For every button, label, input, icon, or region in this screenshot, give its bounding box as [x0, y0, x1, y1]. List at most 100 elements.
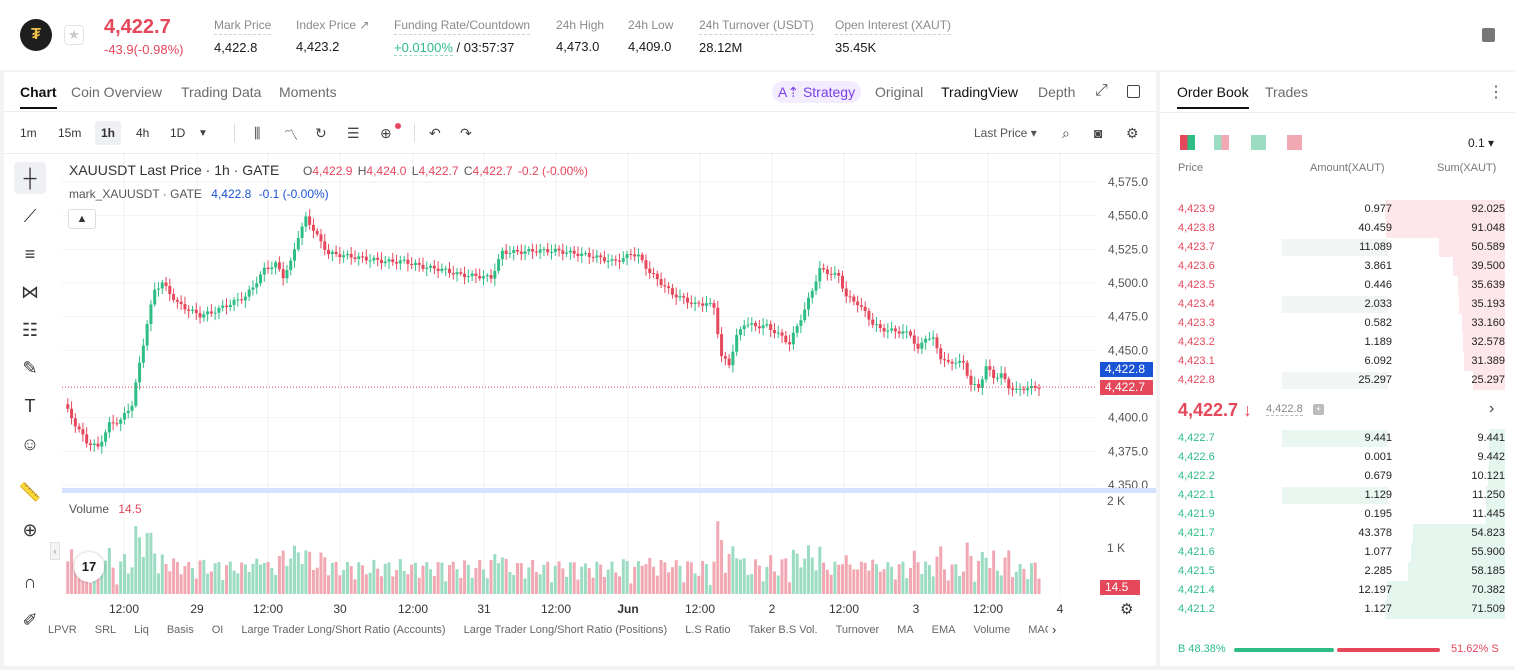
tf-1h[interactable]: 1h [95, 121, 122, 145]
index-price-stat[interactable]: Index Price ↗ 4,423.2 [296, 18, 369, 54]
mark-price-stat[interactable]: Mark Price 4,422.8 [214, 18, 272, 55]
view-depth[interactable]: Depth [1038, 84, 1076, 100]
ask-row[interactable]: 4,422.8 25.297 25.297 [1170, 371, 1505, 390]
ask-row[interactable]: 4,423.2 1.189 32.578 [1170, 333, 1505, 352]
indicator-next-icon[interactable]: › [1048, 622, 1061, 637]
add-indicator-icon[interactable]: ⊕ [380, 125, 392, 141]
camera-icon[interactable]: ◙ [1094, 125, 1103, 141]
candle-type-icon[interactable]: ⫼ [254, 125, 261, 141]
zoom-in-icon[interactable]: ⊕ [22, 520, 38, 540]
bid-row[interactable]: 4,421.9 0.195 11.445 [1170, 505, 1505, 524]
redo-icon[interactable]: ↷ [460, 125, 472, 141]
more-icon[interactable]: ⋮ [1488, 84, 1504, 101]
candle-body [927, 338, 931, 340]
trendline-icon[interactable]: ⟋ [23, 206, 37, 226]
bid-row[interactable]: 4,421.2 1.127 71.509 [1170, 600, 1505, 619]
ask-row[interactable]: 4,423.1 6.092 31.389 [1170, 352, 1505, 371]
bid-row[interactable]: 4,422.2 0.679 10.121 [1170, 467, 1505, 486]
ask-amount: 11.089 [1359, 241, 1392, 253]
indicator-item[interactable]: Large Trader Long/Short Ratio (Positions… [463, 624, 668, 636]
crosshair-icon[interactable]: ┼ [14, 162, 46, 194]
pattern-icon[interactable]: ⋈ [21, 282, 39, 302]
ask-row[interactable]: 4,423.8 40.459 91.048 [1170, 219, 1505, 238]
indicator-item[interactable]: Liq [134, 624, 149, 636]
indicator-item[interactable]: Taker B.S Vol. [748, 624, 818, 636]
strategy-button[interactable]: A⇡ Strategy [772, 81, 862, 103]
bid-row[interactable]: 4,422.6 0.001 9.442 [1170, 448, 1505, 467]
indicator-item[interactable]: MA [897, 624, 914, 636]
indicator-item[interactable]: Large Trader Long/Short Ratio (Accounts) [241, 624, 446, 636]
fullscreen-icon[interactable]: ⤢ [1095, 82, 1108, 99]
search-icon[interactable]: ⌕ [1062, 125, 1070, 141]
fib-icon[interactable]: ☷ [21, 320, 39, 340]
indicators-icon[interactable]: 〽 [284, 127, 298, 143]
emoji-icon[interactable]: ☺ [20, 434, 40, 454]
ask-row[interactable]: 4,423.4 2.033 35.193 [1170, 295, 1505, 314]
view-original[interactable]: Original [875, 84, 924, 100]
volume-bar [878, 571, 882, 594]
tf-1m[interactable]: 1m [20, 126, 37, 140]
book-both-icon[interactable] [1180, 135, 1195, 150]
tab-trades[interactable]: Trades [1265, 84, 1309, 100]
indicator-item[interactable]: Volume [973, 624, 1011, 636]
book-bids-icon[interactable] [1251, 135, 1266, 150]
indicator-item[interactable]: SRL [94, 624, 117, 636]
volume-bar [803, 558, 807, 594]
bid-row[interactable]: 4,422.1 1.129 11.250 [1170, 486, 1505, 505]
volume-bar [720, 540, 724, 594]
ask-row[interactable]: 4,423.5 0.446 35.639 [1170, 276, 1505, 295]
ruler-icon[interactable]: 📏 [18, 482, 42, 502]
indicator-item[interactable]: OI [211, 624, 224, 636]
indicator-item[interactable]: LPVR [48, 624, 77, 636]
chevron-right-icon[interactable]: › [1489, 400, 1495, 417]
ask-row[interactable]: 4,423.9 0.977 92.025 [1170, 200, 1505, 219]
bid-row[interactable]: 4,421.7 43.378 54.823 [1170, 524, 1505, 543]
tf-4h[interactable]: 4h [136, 126, 150, 140]
tab-trading-data[interactable]: Trading Data [181, 84, 262, 100]
book-mixed-icon[interactable] [1214, 135, 1229, 150]
tab-moments[interactable]: Moments [279, 84, 337, 100]
tf-1d[interactable]: 1D [170, 126, 186, 140]
window-icon[interactable] [1127, 85, 1140, 98]
settings-list-icon[interactable]: ☰ [347, 125, 360, 141]
bid-row[interactable]: 4,421.4 12.197 70.382 [1170, 581, 1505, 600]
volume-bar [251, 563, 255, 594]
gear-icon[interactable]: ⚙ [1126, 125, 1139, 141]
brush-icon[interactable]: ✎ [22, 358, 38, 378]
chart-settings-icon[interactable]: ⚙ [1120, 601, 1134, 618]
ask-amount: 1.189 [1364, 336, 1392, 348]
chevron-down-icon[interactable]: ▼ [198, 128, 208, 139]
bid-row[interactable]: 4,421.5 2.285 58.185 [1170, 562, 1505, 581]
bid-row[interactable]: 4,422.7 9.441 9.441 [1170, 429, 1505, 448]
ask-row[interactable]: 4,423.7 11.089 50.589 [1170, 238, 1505, 257]
tab-coin-overview[interactable]: Coin Overview [71, 84, 163, 100]
book-icon[interactable] [1482, 28, 1495, 42]
lock-draw-icon[interactable]: ✐ [22, 610, 38, 630]
ask-row[interactable]: 4,423.6 3.861 39.500 [1170, 257, 1505, 276]
indicator-item[interactable]: EMA [931, 624, 956, 636]
scroll-left-icon[interactable]: ‹ [50, 542, 60, 560]
view-tradingview[interactable]: TradingView [941, 84, 1019, 100]
tf-15m[interactable]: 15m [58, 126, 82, 140]
tab-order-book[interactable]: Order Book [1177, 84, 1249, 109]
tradingview-logo[interactable]: 17 [74, 552, 104, 582]
undo-icon[interactable]: ↶ [429, 125, 441, 141]
favorite-star-icon[interactable]: ★ [64, 25, 84, 45]
funding-rate-stat[interactable]: Funding Rate/Countdown +0.0100% / 03:57:… [394, 18, 531, 56]
last-price-select[interactable]: Last Price ▾ [974, 126, 1037, 140]
indicator-item[interactable]: Turnover [835, 624, 880, 636]
horizontal-lines-icon[interactable]: ≡ [24, 244, 36, 264]
magnet-icon[interactable]: ∩ [23, 572, 37, 592]
indicator-item[interactable]: L.S Ratio [685, 624, 731, 636]
collapse-legend-button[interactable]: ▲ [68, 209, 96, 229]
indicator-item[interactable]: Basis [166, 624, 194, 636]
tab-chart[interactable]: Chart [20, 84, 57, 109]
vol-axis-2k: 2 K [1107, 494, 1126, 508]
compare-icon[interactable]: ↻ [315, 125, 327, 141]
ask-row[interactable]: 4,423.3 0.582 33.160 [1170, 314, 1505, 333]
book-asks-icon[interactable] [1287, 135, 1302, 150]
text-icon[interactable]: T [24, 396, 36, 416]
bid-row[interactable]: 4,421.6 1.077 55.900 [1170, 543, 1505, 562]
precision-select[interactable]: 0.1 ▾ [1468, 136, 1495, 150]
volume-bar [670, 567, 674, 594]
